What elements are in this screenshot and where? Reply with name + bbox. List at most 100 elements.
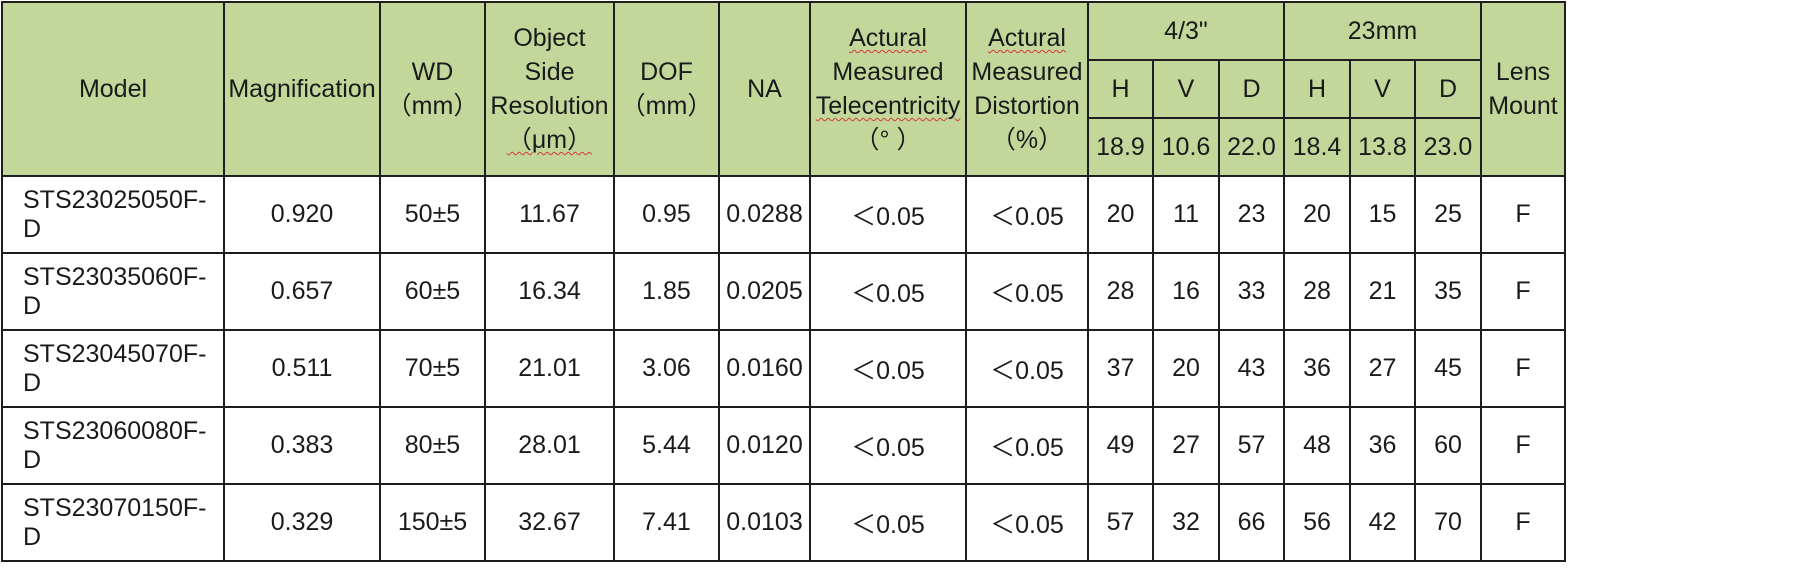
header-object-side-resolution: Object Side Resolution （μm） [484, 1, 615, 177]
header-osr-line: Side [524, 58, 575, 86]
cell-lens-mount: F [1480, 406, 1566, 485]
cell-distortion: ＜0.05 [965, 175, 1089, 254]
header-a-d: D [1218, 59, 1285, 119]
header-a-d-value: 22.0 [1218, 117, 1285, 177]
cell-dof: 1.85 [613, 252, 720, 331]
header-wd-line: WD [411, 58, 454, 86]
cell-b-d: 35 [1414, 252, 1482, 331]
cell-b-v: 42 [1349, 483, 1416, 562]
table-row: STS23045070F-D 0.511 70±5 21.01 3.06 0.0160 ＜0… [1, 329, 1566, 408]
cell-dof: 3.06 [613, 329, 720, 408]
cell-a-d: 57 [1218, 406, 1285, 485]
header-telecentricity: Actural Measured Telecentricity （° ） [809, 1, 967, 177]
cell-lens-mount: F [1480, 252, 1566, 331]
cell-b-h: 36 [1283, 329, 1351, 408]
cell-b-d: 45 [1414, 329, 1482, 408]
header-b-h: H [1283, 59, 1351, 119]
header-dist-line: Actural [988, 24, 1066, 52]
header-wd: WD （mm） [379, 1, 486, 177]
cell-object-side-resolution: 28.01 [484, 406, 615, 485]
cell-model: STS23045070F-D [1, 329, 225, 408]
cell-a-d: 23 [1218, 175, 1285, 254]
cell-magnification: 0.920 [223, 175, 381, 254]
header-tel-line: Actural [849, 24, 927, 52]
cell-a-h: 49 [1087, 406, 1154, 485]
cell-b-v: 15 [1349, 175, 1416, 254]
cell-distortion: ＜0.05 [965, 252, 1089, 331]
table-row: STS23035060F-D 0.657 60±5 16.34 1.85 0.0205 ＜0… [1, 252, 1566, 331]
cell-na: 0.0120 [718, 406, 811, 485]
header-b-v-value: 13.8 [1349, 117, 1416, 177]
cell-wd: 80±5 [379, 406, 486, 485]
cell-a-h: 20 [1087, 175, 1154, 254]
cell-wd: 50±5 [379, 175, 486, 254]
cell-distortion: ＜0.05 [965, 483, 1089, 562]
cell-b-v: 21 [1349, 252, 1416, 331]
cell-b-d: 60 [1414, 406, 1482, 485]
cell-a-v: 20 [1152, 329, 1220, 408]
cell-wd: 70±5 [379, 329, 486, 408]
header-b-d-value: 23.0 [1414, 117, 1482, 177]
cell-na: 0.0288 [718, 175, 811, 254]
cell-magnification: 0.511 [223, 329, 381, 408]
cell-dof: 7.41 [613, 483, 720, 562]
header-lens-mount: Lens Mount [1480, 1, 1566, 177]
cell-na: 0.0205 [718, 252, 811, 331]
cell-magnification: 0.383 [223, 406, 381, 485]
cell-distortion: ＜0.05 [965, 329, 1089, 408]
cell-lens-mount: F [1480, 329, 1566, 408]
header-na: NA [718, 1, 811, 177]
cell-wd: 60±5 [379, 252, 486, 331]
table-row: STS23070150F-D 0.329 150±5 32.67 7.41 0.0103 ＜… [1, 483, 1566, 562]
cell-na: 0.0160 [718, 329, 811, 408]
cell-object-side-resolution: 21.01 [484, 329, 615, 408]
cell-wd: 150±5 [379, 483, 486, 562]
cell-model: STS23070150F-D [1, 483, 225, 562]
header-magnification: Magnification [223, 1, 381, 177]
cell-lens-mount: F [1480, 483, 1566, 562]
cell-b-h: 48 [1283, 406, 1351, 485]
table-row: STS23025050F-D 0.920 50±5 11.67 0.95 0.0288 ＜0… [1, 175, 1566, 254]
cell-telecentricity: ＜0.05 [809, 483, 967, 562]
cell-model: STS23035060F-D [1, 252, 225, 331]
header-osr-line: Object [513, 24, 586, 52]
header-a-v-value: 10.6 [1152, 117, 1220, 177]
header-dof: DOF （mm） [613, 1, 720, 177]
cell-a-v: 32 [1152, 483, 1220, 562]
header-dist-line: Distortion [974, 92, 1080, 120]
cell-a-d: 66 [1218, 483, 1285, 562]
cell-model: STS23060080F-D [1, 406, 225, 485]
cell-magnification: 0.657 [223, 252, 381, 331]
header-a-h-value: 18.9 [1087, 117, 1154, 177]
header-row: Model Magnification WD （mm） Object Side … [1, 1, 1566, 177]
header-b-h-value: 18.4 [1283, 117, 1351, 177]
cell-telecentricity: ＜0.05 [809, 406, 967, 485]
cell-b-d: 70 [1414, 483, 1482, 562]
header-b-v: V [1349, 59, 1416, 119]
cell-a-d: 33 [1218, 252, 1285, 331]
header-tel-line: Telecentricity [815, 92, 961, 120]
table-body: STS23025050F-D 0.920 50±5 11.67 0.95 0.0288 ＜0… [1, 175, 1566, 562]
header-a-v: V [1152, 59, 1220, 119]
cell-b-h: 56 [1283, 483, 1351, 562]
header-osr-line: Resolution [490, 92, 609, 120]
header-tel-line: Measured [832, 58, 944, 86]
header-tel-unit: （° ） [854, 126, 922, 154]
cell-b-d: 25 [1414, 175, 1482, 254]
header-dist-line: Measured [971, 58, 1083, 86]
header-b-d: D [1414, 59, 1482, 119]
cell-telecentricity: ＜0.05 [809, 329, 967, 408]
header-group-4-3: 4/3" [1087, 1, 1285, 61]
header-model: Model [1, 1, 225, 177]
header-row: 18.9 10.6 22.0 18.4 13.8 23.0 [2, 117, 1565, 177]
header-dof-line: DOF [640, 58, 693, 86]
cell-a-d: 43 [1218, 329, 1285, 408]
cell-model: STS23025050F-D [1, 175, 225, 254]
header-dof-unit: （mm） [620, 92, 713, 120]
cell-object-side-resolution: 16.34 [484, 252, 615, 331]
cell-a-h: 57 [1087, 483, 1154, 562]
cell-a-h: 37 [1087, 329, 1154, 408]
cell-b-h: 28 [1283, 252, 1351, 331]
spec-table: Model Magnification WD （mm） Object Side … [1, 1, 1566, 562]
cell-b-h: 20 [1283, 175, 1351, 254]
